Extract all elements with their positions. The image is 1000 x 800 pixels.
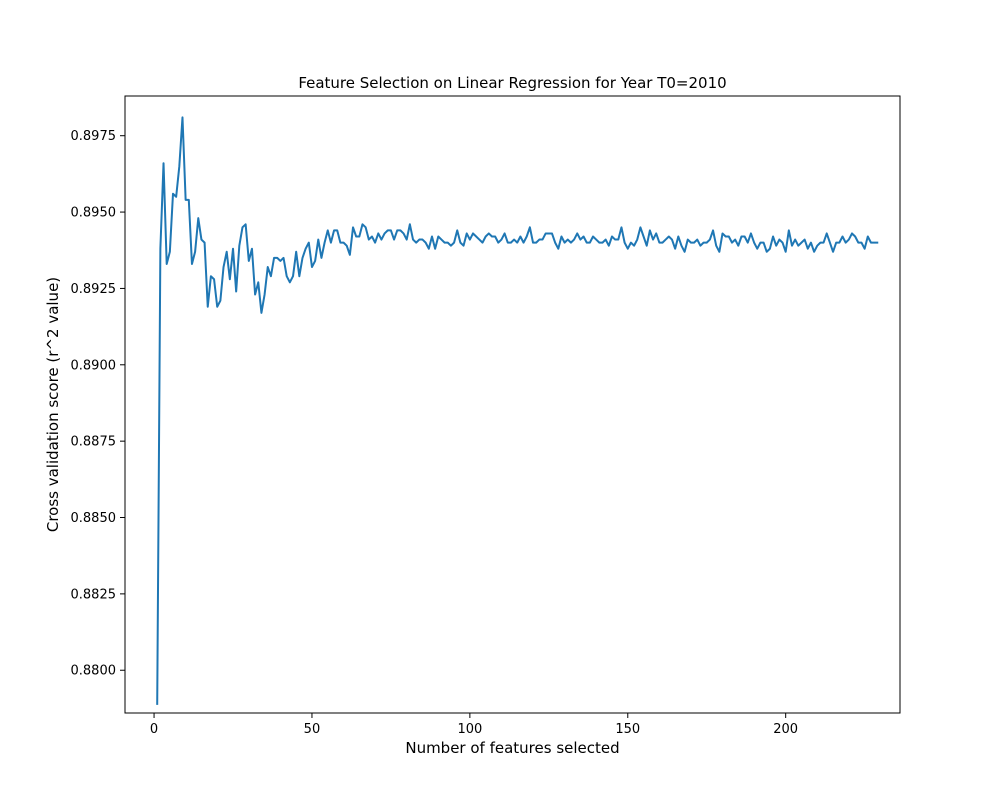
- y-axis-label: Cross validation score (r^2 value): [44, 277, 62, 532]
- x-tick-label: 0: [150, 722, 158, 737]
- y-tick-label: 0.8900: [71, 358, 117, 373]
- series-line: [156, 116, 879, 705]
- x-axis-label: Number of features selected: [405, 739, 619, 757]
- x-tick-label: 150: [615, 722, 640, 737]
- x-tick-label: 100: [457, 722, 482, 737]
- chart-title: Feature Selection on Linear Regression f…: [298, 74, 726, 92]
- axis-ticks: 0 50 100 150 200 0.8800 0.8825 0.8850 0.8875 0.89…: [71, 129, 799, 737]
- x-tick-label: 200: [773, 722, 798, 737]
- y-tick-label: 0.8950: [71, 206, 117, 221]
- x-tick-label: 50: [304, 722, 321, 737]
- plot-area-frame: [124, 95, 901, 714]
- y-tick-label: 0.8850: [71, 511, 117, 526]
- y-tick-label: 0.8875: [71, 435, 117, 450]
- y-tick-label: 0.8800: [71, 664, 117, 679]
- y-tick-label: 0.8825: [71, 587, 117, 602]
- y-tick-label: 0.8975: [71, 129, 117, 144]
- y-tick-label: 0.8925: [71, 282, 117, 297]
